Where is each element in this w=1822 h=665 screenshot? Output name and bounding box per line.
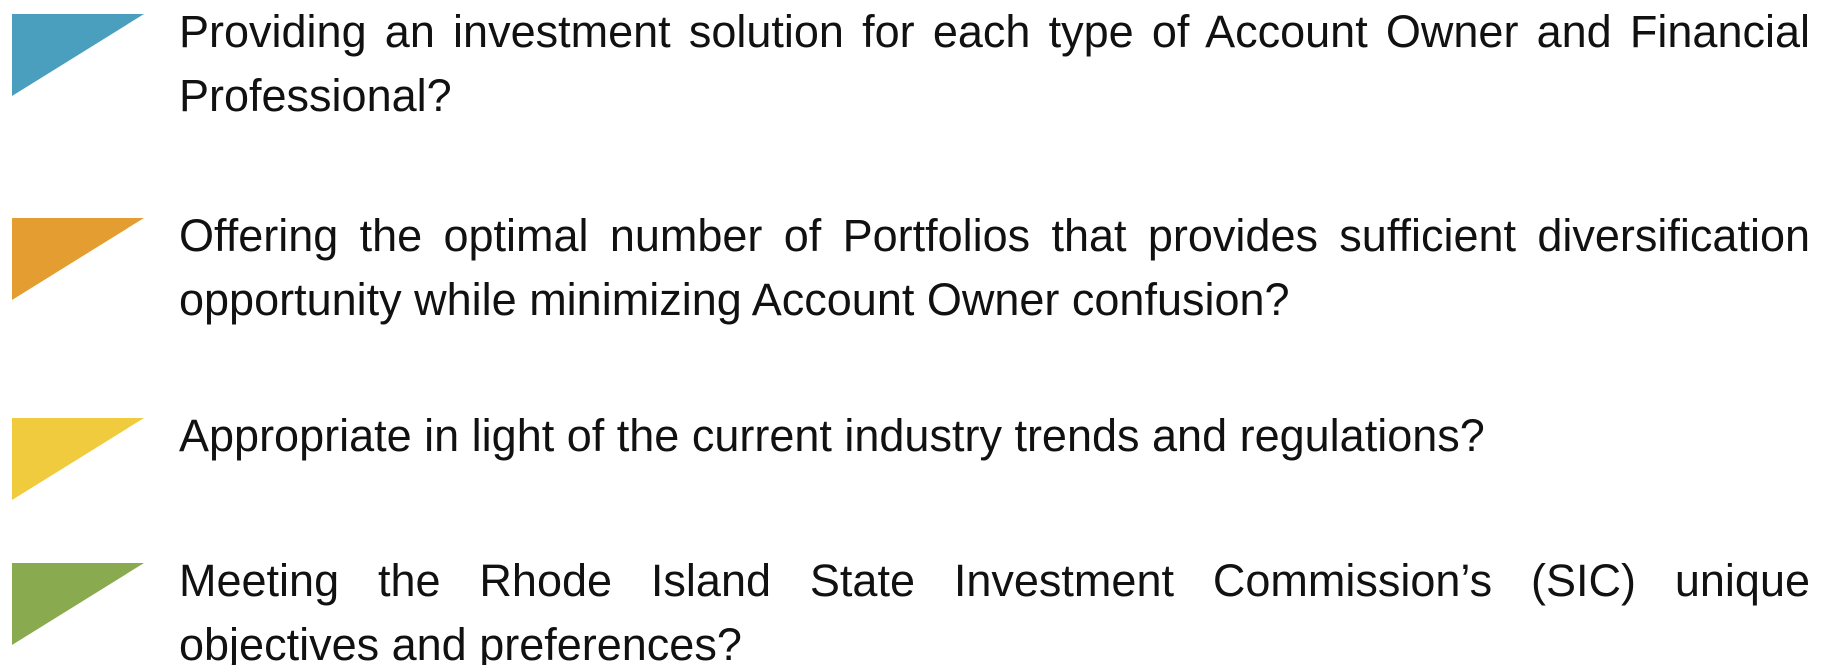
triangle (12, 563, 144, 645)
triangle (12, 14, 144, 96)
bullet-text: Providing an investment solution for eac… (179, 6, 1810, 121)
bullet-triangle (12, 14, 144, 96)
bullet-triangle (12, 418, 144, 500)
triangle (12, 418, 144, 500)
triangle (12, 218, 144, 300)
bullet-text: Appropriate in light of the current indu… (179, 410, 1485, 461)
bullet-triangle (12, 218, 144, 300)
bullet-triangle (12, 563, 144, 645)
bullet-text: Offering the optimal number of Portfolio… (179, 210, 1810, 325)
bullet-text: Meeting the Rhode Island State Investmen… (179, 555, 1810, 665)
